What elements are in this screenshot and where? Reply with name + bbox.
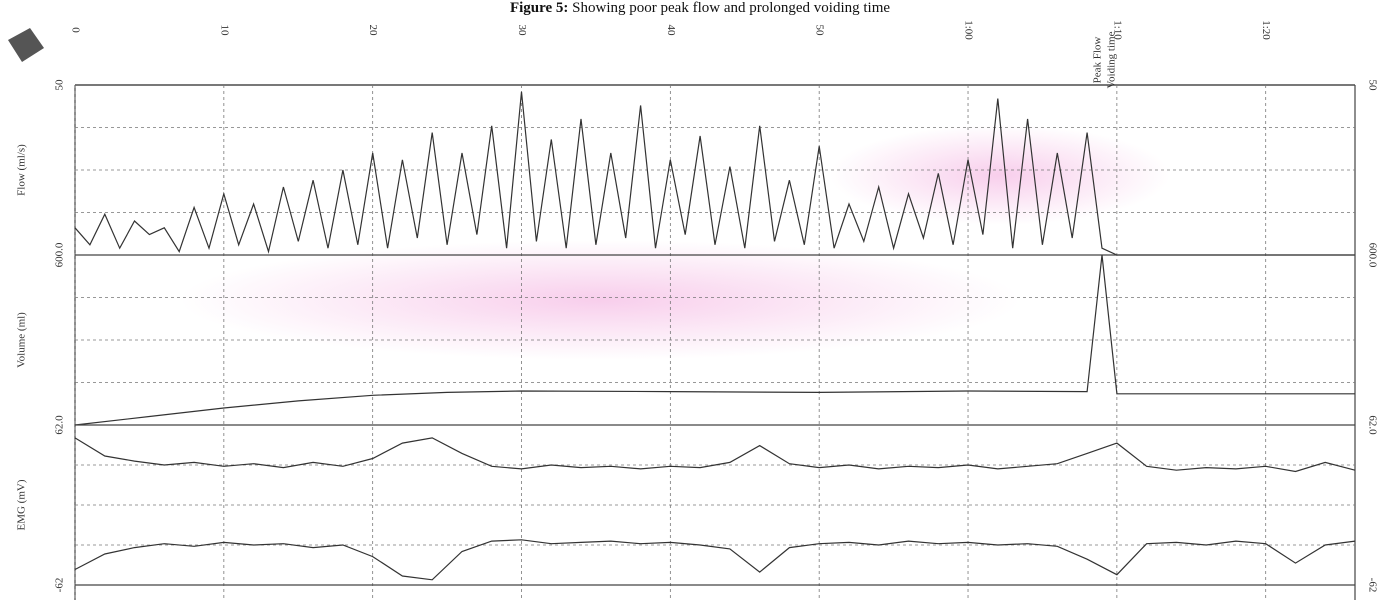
stain [180,240,1020,360]
x-tick-label: 0 [69,27,81,33]
annotation: Peak Flow [1092,37,1104,84]
y-tick-label: -62 [54,578,66,593]
x-tick-label: 10 [218,25,230,37]
x-tick-label: 40 [665,25,677,37]
y-axis-label: EMG (mV) [16,479,28,530]
annotation: Voiding time [1106,31,1118,88]
caption-text: Showing poor peak flow and prolonged voi… [572,0,890,16]
trace [74,254,1355,426]
trace [74,539,1356,581]
x-tick-label: 30 [516,25,528,37]
y-tick-label: 50 [1366,80,1378,92]
y-tick-label: 600.0 [54,242,66,267]
trace [74,91,1355,256]
y-tick-label: 600.0 [1366,243,1378,268]
y-axis-label: Flow (ml/s) [16,144,28,196]
y-tick-label: -62 [1366,578,1378,593]
stain [830,125,1170,225]
x-tick-label: 1:10 [1111,20,1123,40]
x-tick-label: 1:00 [962,20,974,40]
x-tick-label: 20 [367,25,379,37]
y-tick-label: 62.0 [54,415,66,435]
y-axis-label: Volume (ml) [16,312,28,368]
caption: Figure 5: Showing poor peak flow and pro… [510,0,890,16]
caption-label: Figure 5: [510,0,568,16]
logo [8,28,44,62]
x-tick-label: 1:20 [1260,20,1272,40]
y-tick-label: 62.0 [1366,415,1378,435]
trace [74,437,1356,473]
y-tick-label: 50 [54,79,66,91]
x-tick-label: 50 [814,25,826,37]
